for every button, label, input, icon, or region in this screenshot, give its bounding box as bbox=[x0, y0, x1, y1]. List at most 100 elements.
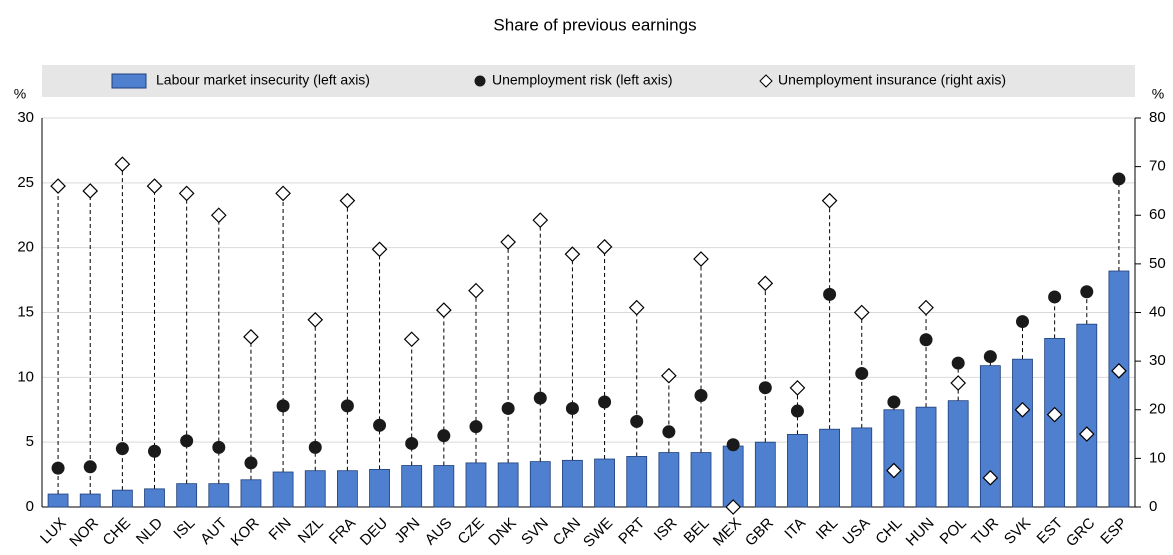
diamond bbox=[532, 212, 549, 228]
bar bbox=[79, 493, 101, 508]
y2-tick-label: 50 bbox=[1149, 255, 1166, 272]
y2-tick-label: 40 bbox=[1149, 303, 1166, 320]
x-tick-label: FRA bbox=[326, 515, 359, 548]
dot bbox=[983, 350, 997, 364]
chart-title: Share of previous earnings bbox=[493, 15, 696, 34]
x-tick-label: CZE bbox=[454, 515, 487, 548]
diamond bbox=[146, 178, 163, 194]
bar bbox=[433, 465, 455, 508]
x-tick-label: SVN bbox=[518, 515, 552, 549]
diamond bbox=[628, 299, 645, 316]
bar bbox=[947, 400, 969, 508]
dot bbox=[469, 420, 483, 434]
bar bbox=[304, 470, 326, 508]
diamond bbox=[307, 311, 324, 328]
diamond bbox=[725, 499, 742, 515]
x-tick-label: EST bbox=[1034, 515, 1067, 548]
y-tick-label: 20 bbox=[17, 239, 34, 256]
diamond bbox=[661, 367, 677, 384]
diamond bbox=[339, 192, 356, 209]
x-tick-label: JPN bbox=[391, 515, 423, 547]
y-tick-label: 0 bbox=[26, 498, 34, 515]
dot bbox=[1080, 285, 1094, 299]
bar bbox=[787, 433, 808, 508]
bar bbox=[915, 406, 937, 508]
x-tick-label: AUS bbox=[422, 515, 456, 549]
x-tick-label: NZL bbox=[295, 515, 327, 547]
x-tick-label: FIN bbox=[266, 515, 295, 544]
diamond bbox=[243, 328, 259, 345]
x-tick-label: DNK bbox=[485, 515, 519, 549]
bar bbox=[529, 461, 551, 508]
dot bbox=[405, 436, 419, 450]
dot bbox=[244, 456, 258, 470]
dot bbox=[115, 442, 129, 456]
x-tick-label: LUX bbox=[37, 515, 70, 548]
x-tick-label: ISL bbox=[170, 515, 198, 543]
y-tick-label: 30 bbox=[17, 109, 34, 126]
x-tick-label: AUT bbox=[197, 515, 230, 548]
x-tick-label: SWE bbox=[580, 515, 616, 550]
diamond bbox=[371, 241, 388, 258]
diamond bbox=[1046, 406, 1063, 423]
x-tick-label: NLD bbox=[133, 515, 166, 548]
diamond bbox=[403, 331, 420, 348]
bar bbox=[336, 470, 358, 508]
bar bbox=[465, 462, 487, 508]
x-tick-label: GRC bbox=[1063, 515, 1099, 550]
diamond bbox=[82, 183, 99, 199]
bar bbox=[369, 468, 390, 508]
bar bbox=[208, 483, 230, 508]
bar bbox=[1044, 338, 1066, 508]
x-tick-label: CAN bbox=[550, 515, 584, 549]
diamond bbox=[275, 185, 291, 202]
diamond bbox=[821, 192, 838, 209]
bar bbox=[658, 452, 680, 508]
diamond bbox=[50, 178, 66, 194]
x-tick-label: ISR bbox=[651, 515, 681, 545]
x-tick-label: CHE bbox=[100, 515, 134, 549]
diamond bbox=[500, 234, 516, 250]
bar bbox=[272, 471, 294, 508]
x-tick-label: TUR bbox=[968, 514, 1002, 548]
y2-tick-label: 30 bbox=[1149, 352, 1166, 369]
bar bbox=[594, 458, 615, 508]
dot bbox=[951, 356, 965, 370]
dot bbox=[501, 401, 515, 415]
y-tick-label: 10 bbox=[17, 368, 34, 385]
bar bbox=[47, 493, 69, 508]
legend-swatch bbox=[474, 75, 486, 87]
y2-tick-label: 0 bbox=[1149, 498, 1157, 515]
bar bbox=[111, 489, 133, 508]
dot bbox=[373, 418, 387, 432]
x-tick-label: MEX bbox=[710, 515, 745, 550]
dot bbox=[887, 395, 901, 409]
dot bbox=[308, 440, 322, 454]
bar bbox=[562, 459, 583, 508]
bar bbox=[240, 479, 262, 508]
dot bbox=[51, 461, 65, 475]
diamond bbox=[435, 302, 452, 318]
diamond bbox=[693, 251, 709, 267]
y-tick-label: 25 bbox=[17, 174, 34, 191]
x-tick-label: DEU bbox=[357, 515, 391, 549]
bar bbox=[1108, 270, 1130, 508]
legend-label: Unemployment risk (left axis) bbox=[492, 72, 673, 88]
x-tick-label: NOR bbox=[66, 515, 102, 550]
diamond bbox=[853, 304, 870, 321]
bar bbox=[851, 427, 873, 508]
y-tick-label: 5 bbox=[26, 433, 34, 450]
legend-swatch bbox=[111, 73, 147, 89]
dot bbox=[1048, 290, 1062, 304]
dot bbox=[340, 399, 354, 413]
x-tick-label: KOR bbox=[228, 515, 263, 550]
diamond bbox=[886, 462, 902, 479]
legend-swatch bbox=[759, 74, 773, 88]
diamond bbox=[178, 185, 195, 202]
diamond bbox=[950, 375, 967, 391]
x-tick-label: SVK bbox=[1001, 515, 1034, 548]
x-tick-label: CHL bbox=[872, 515, 905, 548]
legend-label: Labour market insecurity (left axis) bbox=[156, 72, 370, 88]
